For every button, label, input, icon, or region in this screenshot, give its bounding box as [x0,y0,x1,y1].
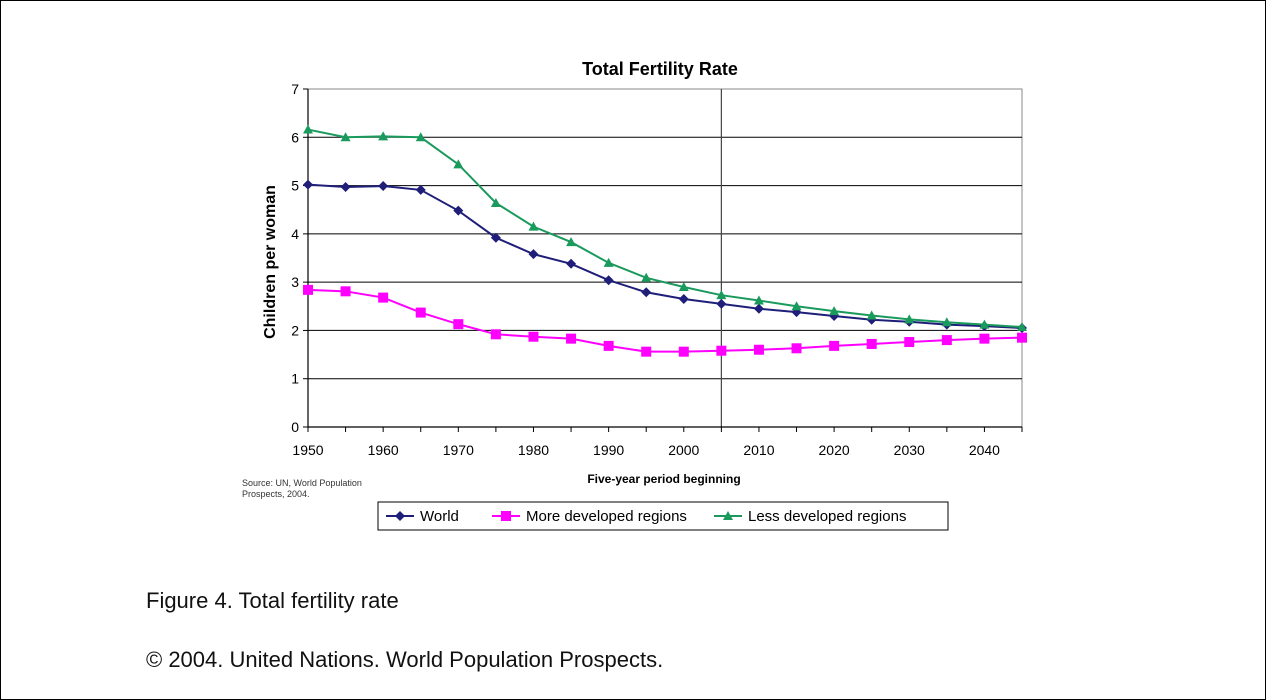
data-point [904,314,915,324]
legend-box [377,501,949,531]
data-point [716,290,727,300]
axis-layer: 0 1 2 3 4 5 6 7 1950 1960 1970 1980 1990 2000 2010 2020… [291,81,1023,458]
data-point [378,131,389,141]
data-point [979,319,990,329]
series-less-developed-regions [303,124,1027,332]
x-tick-label: 1960 [368,442,399,458]
grid-layer [307,88,1023,428]
data-point [490,197,501,207]
data-point [378,181,389,192]
data-point [641,272,652,282]
data-point [566,237,577,247]
copyright-notice: © 2004. United Nations. World Population… [146,647,664,672]
legend-swatch-marker [501,511,511,521]
data-point [829,306,840,316]
data-point [303,179,313,190]
y-tick-label: 6 [291,129,299,145]
data-point [678,281,689,291]
legend-swatch-marker [723,511,733,520]
data-point [378,292,389,303]
data-point [678,294,689,305]
source-note: Source: UN, World Population Prospects, … [242,478,362,499]
legend-swatch-marker [395,511,405,521]
y-tick-label: 1 [291,371,299,387]
data-point [1017,322,1027,332]
legend-label: World [420,508,459,525]
data-point [340,182,351,193]
y-tick-label: 7 [291,81,299,97]
data-point [453,205,464,216]
x-tick-label: 2010 [743,442,774,458]
x-tick-label: 1990 [593,442,624,458]
x-tick-label: 2030 [894,442,925,458]
data-point [340,286,351,297]
x-tick-label: 1970 [443,442,474,458]
legend-item: Less developed regions [714,508,906,525]
data-point [340,132,351,142]
data-point [453,319,464,330]
plot-area [307,88,1023,428]
data-point [641,287,652,298]
data-point [941,317,952,327]
data-point [415,184,426,195]
data-point [528,221,539,231]
series-line [307,128,1023,329]
data-point [490,329,501,340]
data-point [716,298,727,309]
data-point [866,338,877,349]
data-point [753,295,764,305]
data-point [716,345,727,356]
y-tick-label: 0 [291,419,299,435]
data-point [566,258,577,269]
data-point [303,124,313,134]
data-point [415,132,426,142]
y-tick-label: 5 [291,178,299,194]
data-point [603,275,614,286]
data-point [566,333,577,344]
figure-caption: Figure 4. Total fertility rate [146,588,399,613]
chart-title: Total Fertility Rate [582,59,738,79]
x-tick-label: 1950 [292,442,323,458]
data-point [979,333,990,344]
y-tick-label: 2 [291,322,299,338]
y-axis-label: Children per woman [262,185,279,339]
x-tick-label: 2040 [969,442,1000,458]
data-point [528,249,539,260]
legend-label: Less developed regions [748,508,906,525]
data-point [641,346,652,357]
data-point [753,303,764,314]
data-point [490,232,501,243]
legend: World More developed regions Less develope… [377,501,949,531]
data-point [791,343,802,354]
data-point [904,337,915,348]
legend-item: World [386,508,459,525]
data-point [941,335,952,346]
y-tick-label: 4 [291,226,299,242]
y-tick-label: 3 [291,274,299,290]
series-line [307,183,1023,330]
x-tick-label: 2000 [668,442,699,458]
series-more-developed-regions [303,284,1027,357]
data-point [453,159,464,169]
data-point [528,331,539,342]
legend-label: More developed regions [526,508,687,525]
data-point [866,310,877,320]
fertility-chart: Total Fertility Rate Children per woman … [262,59,1027,531]
x-tick-label: 1980 [518,442,549,458]
data-point [603,257,614,267]
series-line [307,288,1023,353]
data-point [303,284,313,295]
data-point [415,307,426,318]
legend-item: More developed regions [492,508,687,525]
data-point [791,301,802,311]
data-point [753,344,764,355]
series-layer [303,124,1027,357]
x-tick-label: 2020 [819,442,850,458]
x-axis-label: Five-year period beginning [587,472,740,486]
data-point [603,340,614,351]
data-point [829,340,840,351]
data-point [1017,332,1027,343]
data-point [678,346,689,357]
